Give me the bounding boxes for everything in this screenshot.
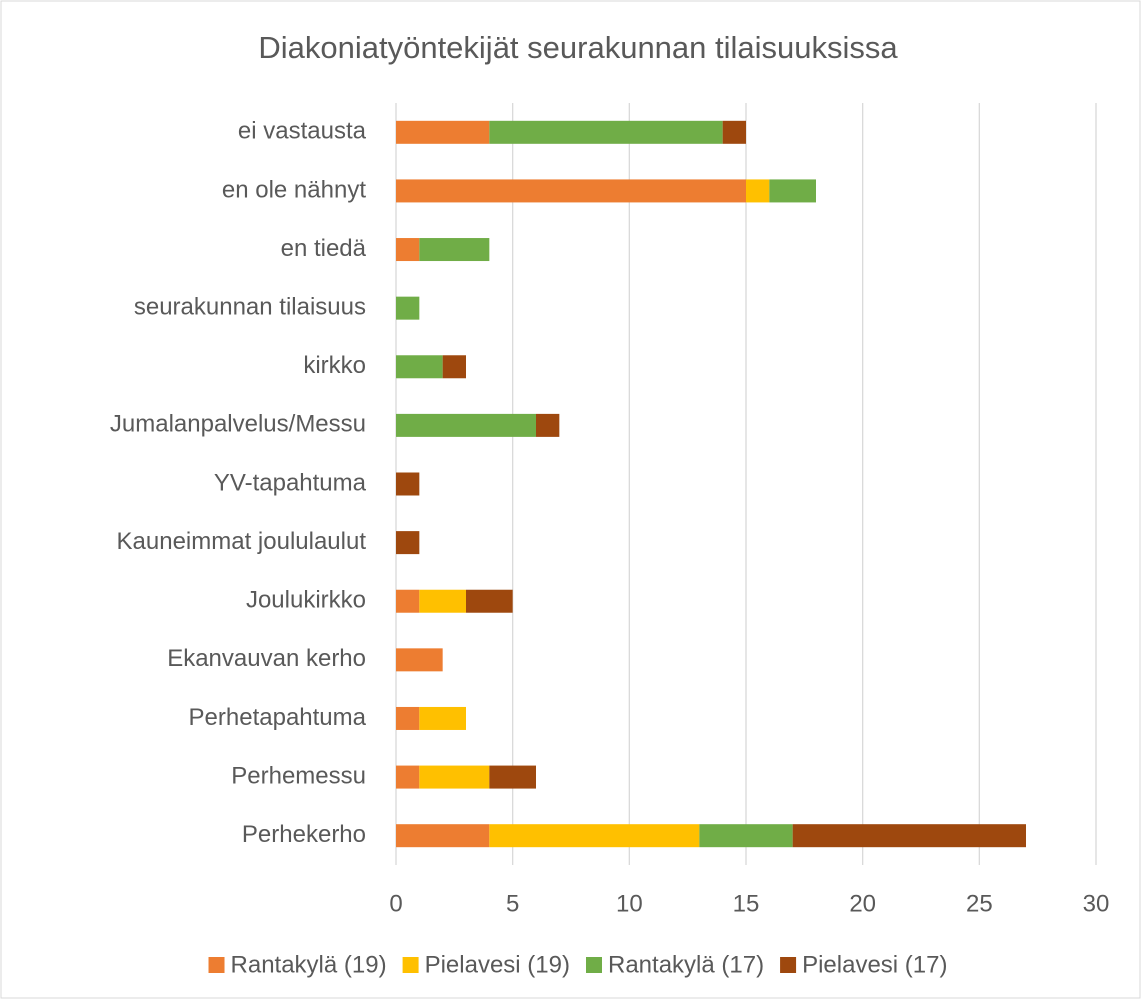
legend-swatch (208, 957, 225, 973)
y-tick-label: Joulukirkko (246, 587, 366, 614)
legend-swatch (586, 957, 602, 973)
y-tick-label: ei vastausta (238, 118, 367, 145)
bar-segment (466, 589, 513, 613)
bar-segment (396, 472, 420, 496)
bar-segment (396, 296, 420, 320)
bar-segment (699, 824, 793, 848)
bar-segment (419, 706, 466, 730)
y-tick-label: kirkko (303, 352, 366, 379)
x-tick-label: 20 (849, 890, 876, 917)
bar-segment (746, 179, 770, 203)
bar-segment (489, 824, 700, 848)
x-tick-label: 10 (616, 890, 643, 917)
x-tick-label: 25 (966, 890, 993, 917)
chart-title: Diakoniatyöntekijät seurakunnan tilaisuu… (258, 30, 898, 65)
bar-segment (419, 238, 490, 262)
x-tick-label: 0 (389, 890, 402, 917)
bar-segment (396, 238, 420, 262)
x-tick-label: 15 (733, 890, 760, 917)
y-tick-label: Jumalanpalvelus/Messu (110, 411, 366, 438)
y-tick-label: seurakunnan tilaisuus (134, 293, 366, 320)
y-tick-label: Kauneimmat joululaulut (117, 528, 367, 555)
bar-segment (396, 589, 420, 613)
bar-segment (489, 120, 723, 144)
bar-segment (536, 413, 560, 437)
bar-segment (419, 589, 466, 613)
x-tick-label: 30 (1083, 890, 1110, 917)
y-tick-label: en tiedä (281, 235, 367, 262)
legend-label: Pielavesi (19) (425, 951, 570, 978)
bar-segment (442, 355, 466, 379)
bar-segment (396, 765, 420, 789)
bar-segment (396, 648, 443, 672)
bar-segment (396, 413, 536, 437)
bar-segment (489, 765, 536, 789)
bar-segment (396, 824, 490, 848)
bar-segment (769, 179, 816, 203)
bar-segment (396, 179, 746, 203)
y-tick-label: Perhetapahtuma (189, 704, 367, 731)
y-tick-label: Perhemessu (231, 762, 366, 789)
y-tick-label: en ole nähnyt (222, 176, 366, 203)
y-tick-label: Ekanvauvan kerho (167, 645, 366, 672)
bar-segment (396, 531, 420, 555)
legend-swatch (402, 957, 419, 973)
bar-segment (792, 824, 1026, 848)
bar-segment (396, 355, 443, 379)
x-tick-label: 5 (506, 890, 519, 917)
bar-segment (419, 765, 490, 789)
bar-segment (396, 120, 490, 144)
bar-segment (396, 706, 420, 730)
y-tick-label: YV-tapahtuma (214, 469, 367, 496)
legend-swatch (780, 957, 797, 973)
legend-label: Pielavesi (17) (802, 951, 947, 978)
y-tick-label: Perhekerho (242, 821, 366, 848)
legend-label: Rantakylä (19) (231, 951, 387, 978)
legend-label: Rantakylä (17) (608, 951, 764, 978)
bar-segment (722, 120, 746, 144)
